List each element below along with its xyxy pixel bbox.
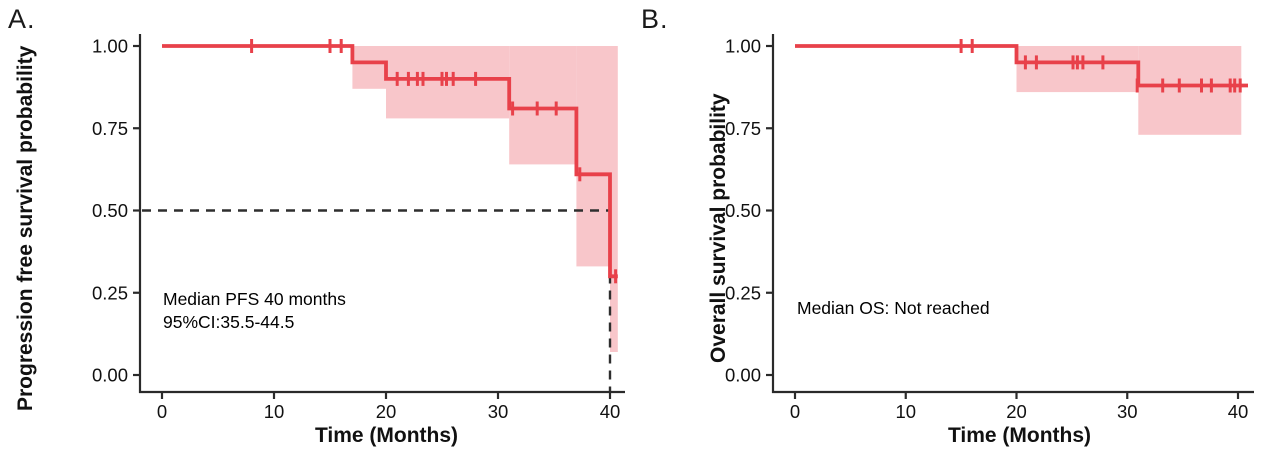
panel-B-x-axis-title: Time (Months): [947, 424, 1092, 447]
annotation-line: 95%CI:35.5-44.5: [163, 312, 295, 332]
axes: [133, 34, 625, 399]
y-tick-label: 1.00: [92, 36, 128, 57]
panel-A: A. Progression free survival probability…: [8, 4, 625, 447]
y-tick-label: 0.50: [725, 200, 761, 221]
tick-labels: 0 10 20 30 40 0.00 0.25 0.50 0.75 1.00: [725, 36, 1248, 423]
y-tick-label: 0.50: [92, 200, 128, 221]
panel-B-km-plot: 0 10 20 30 40 0.00 0.25 0.50 0.75 1.00: [725, 34, 1254, 423]
panel-A-median-annotation: Median PFS 40 months 95%CI:35.5-44.5: [163, 288, 346, 334]
y-tick-label: 0.25: [725, 282, 761, 303]
x-tick-label: 20: [376, 401, 397, 422]
panel-B: B. Overall survival probability 0 10 20 30 4…: [633, 0, 1266, 457]
y-tick-label: 1.00: [725, 36, 761, 57]
axes: [766, 34, 1254, 399]
y-tick-label: 0.00: [725, 365, 761, 386]
y-tick-label: 0.75: [92, 118, 128, 139]
x-tick-label: 10: [896, 401, 917, 422]
panel-A-x-axis-title: Time (Months): [314, 424, 459, 447]
annotation-line: Median OS: Not reached: [797, 298, 990, 318]
x-tick-label: 0: [790, 401, 800, 422]
panel-B-median-annotation: Median OS: Not reached: [797, 297, 990, 320]
y-tick-label: 0.75: [725, 118, 761, 139]
x-tick-label: 20: [1006, 401, 1027, 422]
x-tick-label: 10: [264, 401, 285, 422]
x-tick-label: 30: [488, 401, 509, 422]
x-tick-label: 40: [600, 401, 621, 422]
x-tick-label: 30: [1117, 401, 1138, 422]
censor-marks: [959, 39, 1242, 93]
tick-labels: 0 10 20 30 40 0.00 0.25 0.50 0.75 1.00: [92, 36, 620, 423]
ci-band: [352, 46, 618, 352]
panel-A-label: A.: [8, 4, 36, 34]
panel-A-km-plot: 0 10 20 30 40 0.00 0.25 0.50 0.75 1.00: [92, 34, 625, 423]
x-tick-label: 40: [1228, 401, 1249, 422]
annotation-line: Median PFS 40 months: [163, 289, 346, 309]
x-tick-label: 0: [157, 401, 167, 422]
y-tick-label: 0.00: [92, 365, 128, 386]
censor-marks: [250, 39, 618, 284]
survival-curve: [162, 44, 618, 279]
y-tick-label: 0.25: [92, 282, 128, 303]
panel-B-label: B.: [641, 4, 669, 34]
ci-band: [1016, 46, 1242, 135]
